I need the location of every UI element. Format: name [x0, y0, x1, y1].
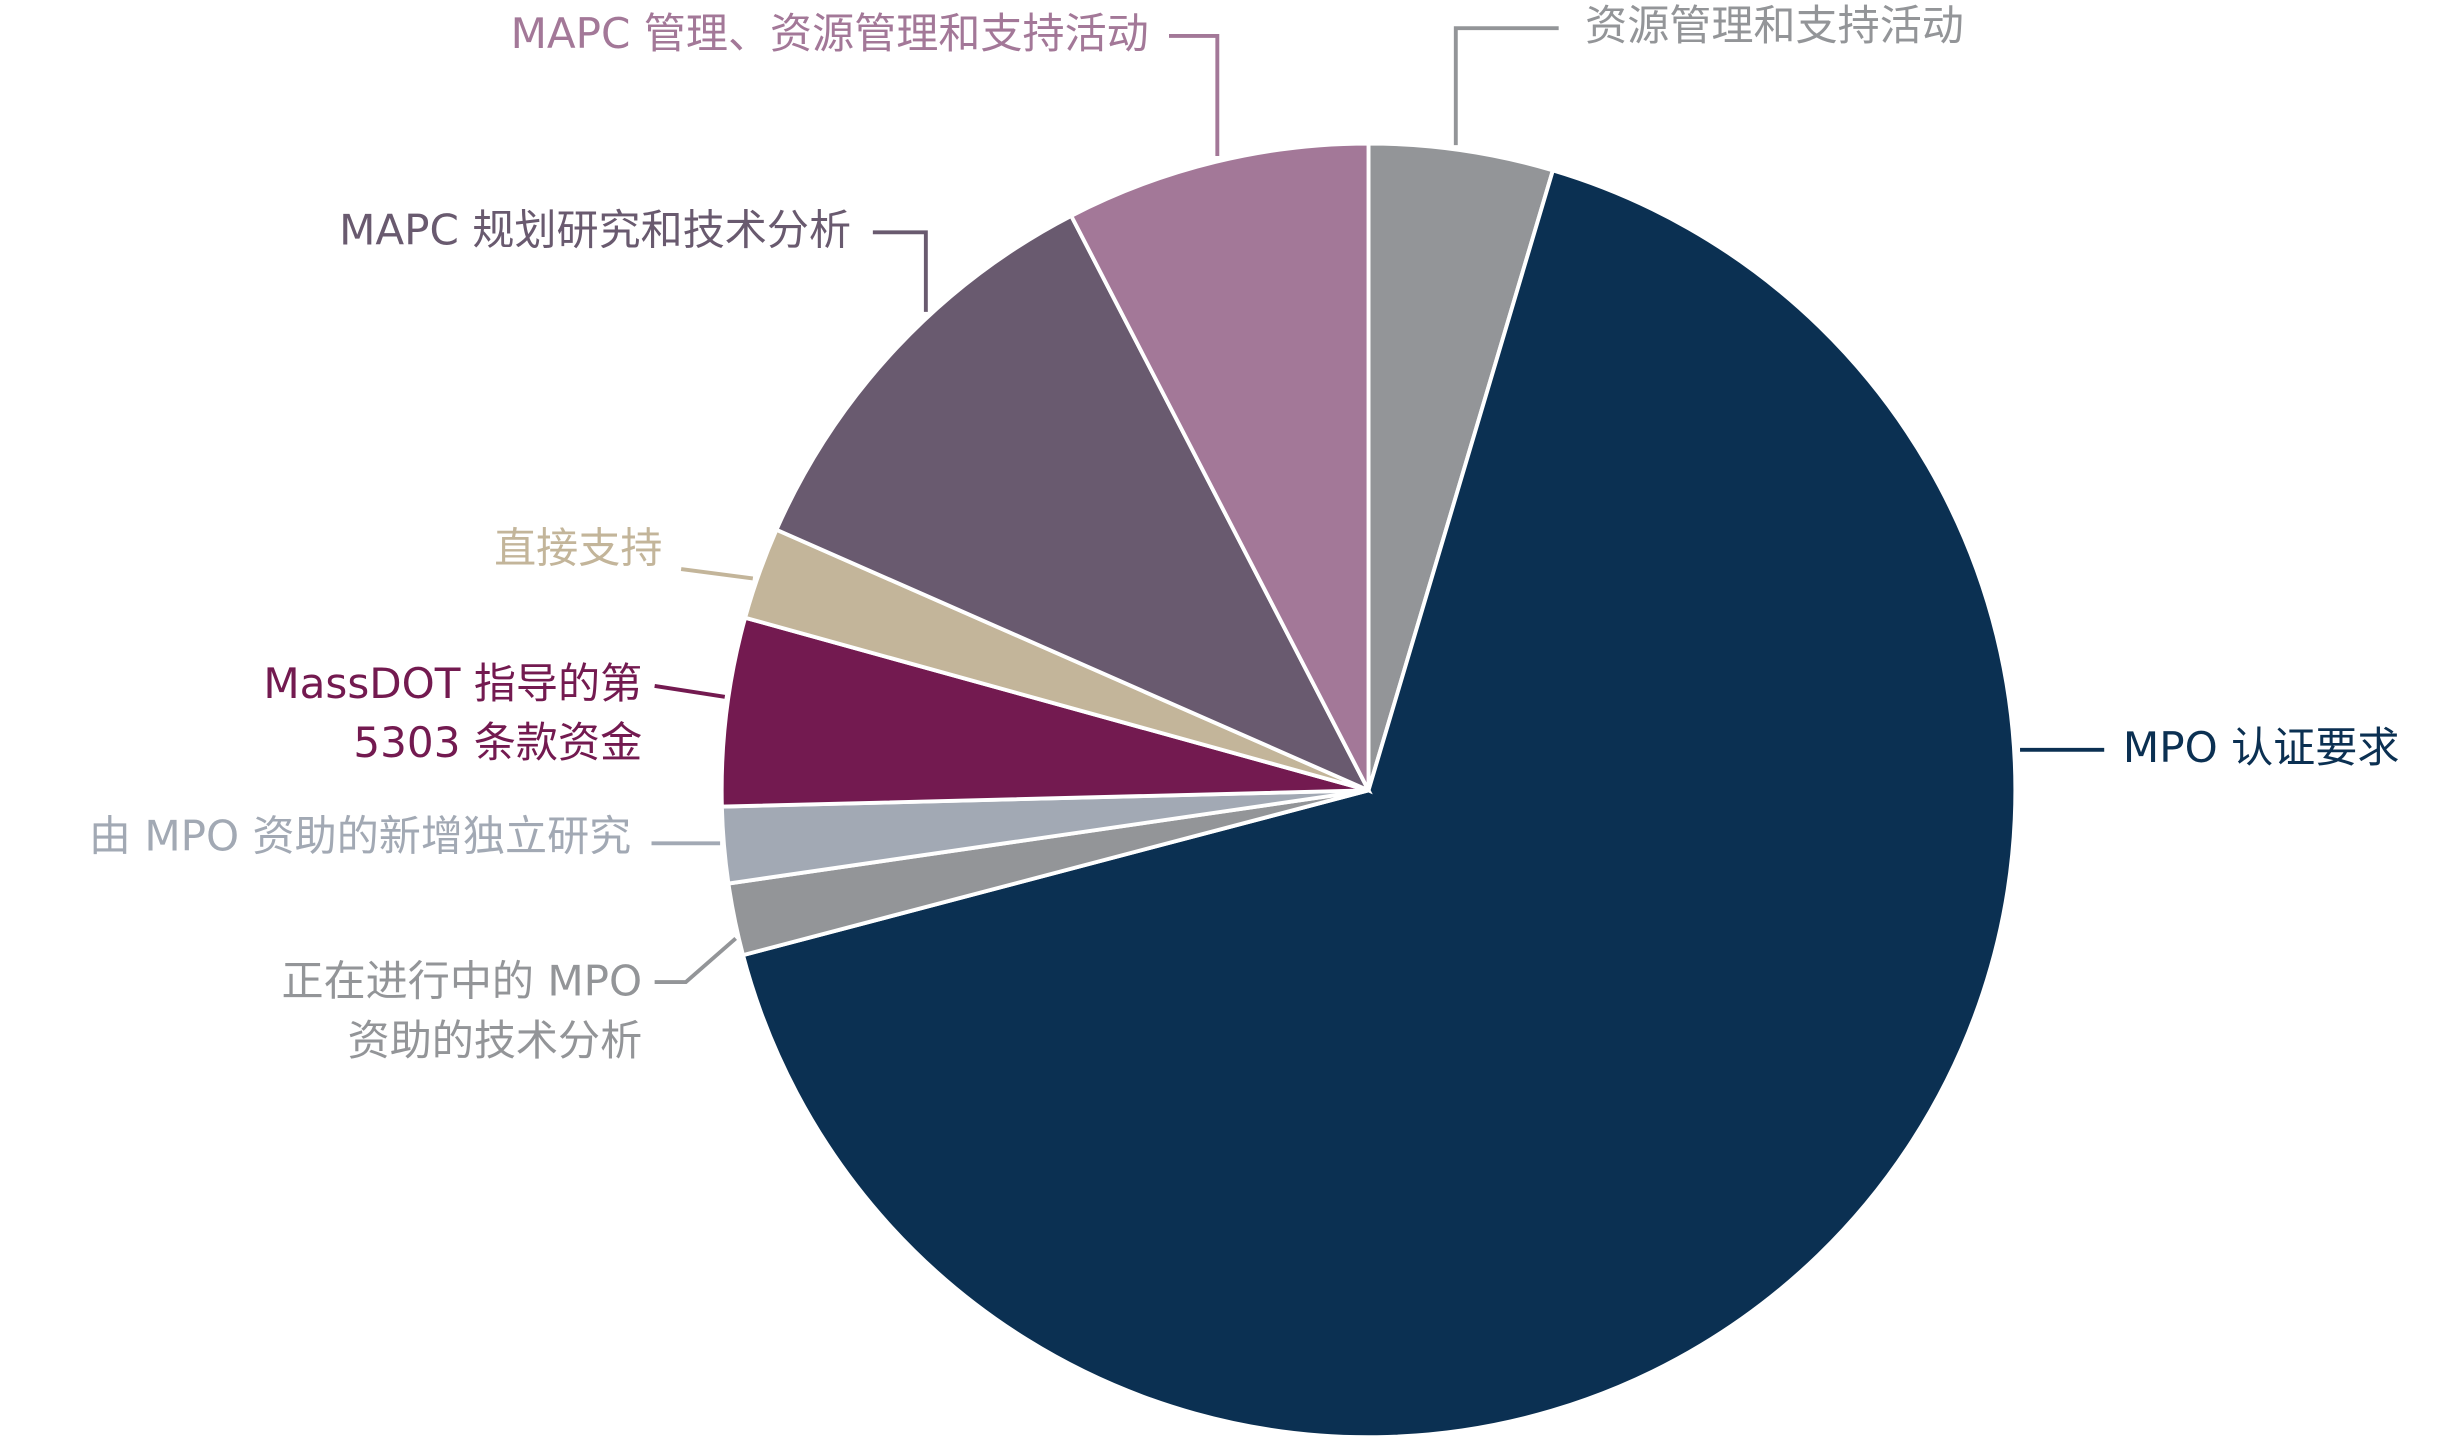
slice-label: 直接支持 [494, 523, 662, 572]
leader-line [680, 567, 754, 581]
slice-label: MassDOT 指导的第 5303 条款资金 [263, 658, 642, 766]
pie-slice [719, 615, 1370, 809]
pie-slice [773, 213, 1373, 795]
slice-label-line: 5303 条款资金 [353, 718, 642, 767]
slice-label: MAPC 管理、资源管理和支持活动 [511, 8, 1149, 57]
slice-label-line: 由 MPO 资助的新增独立研究 [89, 811, 631, 860]
leader-line [872, 230, 928, 312]
leader-line [1169, 34, 1220, 156]
slice-label: MPO 认证要求 [2123, 722, 2400, 771]
slice-label-line: 资源管理和支持活动 [1585, 1, 1964, 50]
leader-line [654, 684, 726, 699]
slice-label-line: MassDOT 指导的第 [263, 658, 642, 707]
slice-label-line: MAPC 规划研究和技术分析 [339, 205, 851, 254]
slice-label: MAPC 规划研究和技术分析 [339, 205, 851, 254]
slice-label-line: 直接支持 [494, 523, 662, 572]
pie-slice [1068, 141, 1371, 792]
slice-label-line: 正在进行中的 MPO [282, 956, 643, 1005]
slice-label: 由 MPO 资助的新增独立研究 [89, 811, 631, 860]
leader-line [654, 936, 737, 985]
slice-label-line: MPO 认证要求 [2123, 722, 2400, 771]
slice-label-line: 资助的技术分析 [348, 1015, 643, 1064]
slice-label: 正在进行中的 MPO 资助的技术分析 [282, 956, 643, 1064]
pie-slice [740, 167, 2018, 1440]
slice-label: 资源管理和支持活动 [1585, 1, 1964, 50]
slice-label-line: MAPC 管理、资源管理和支持活动 [511, 8, 1149, 57]
leader-line [1453, 26, 1559, 146]
